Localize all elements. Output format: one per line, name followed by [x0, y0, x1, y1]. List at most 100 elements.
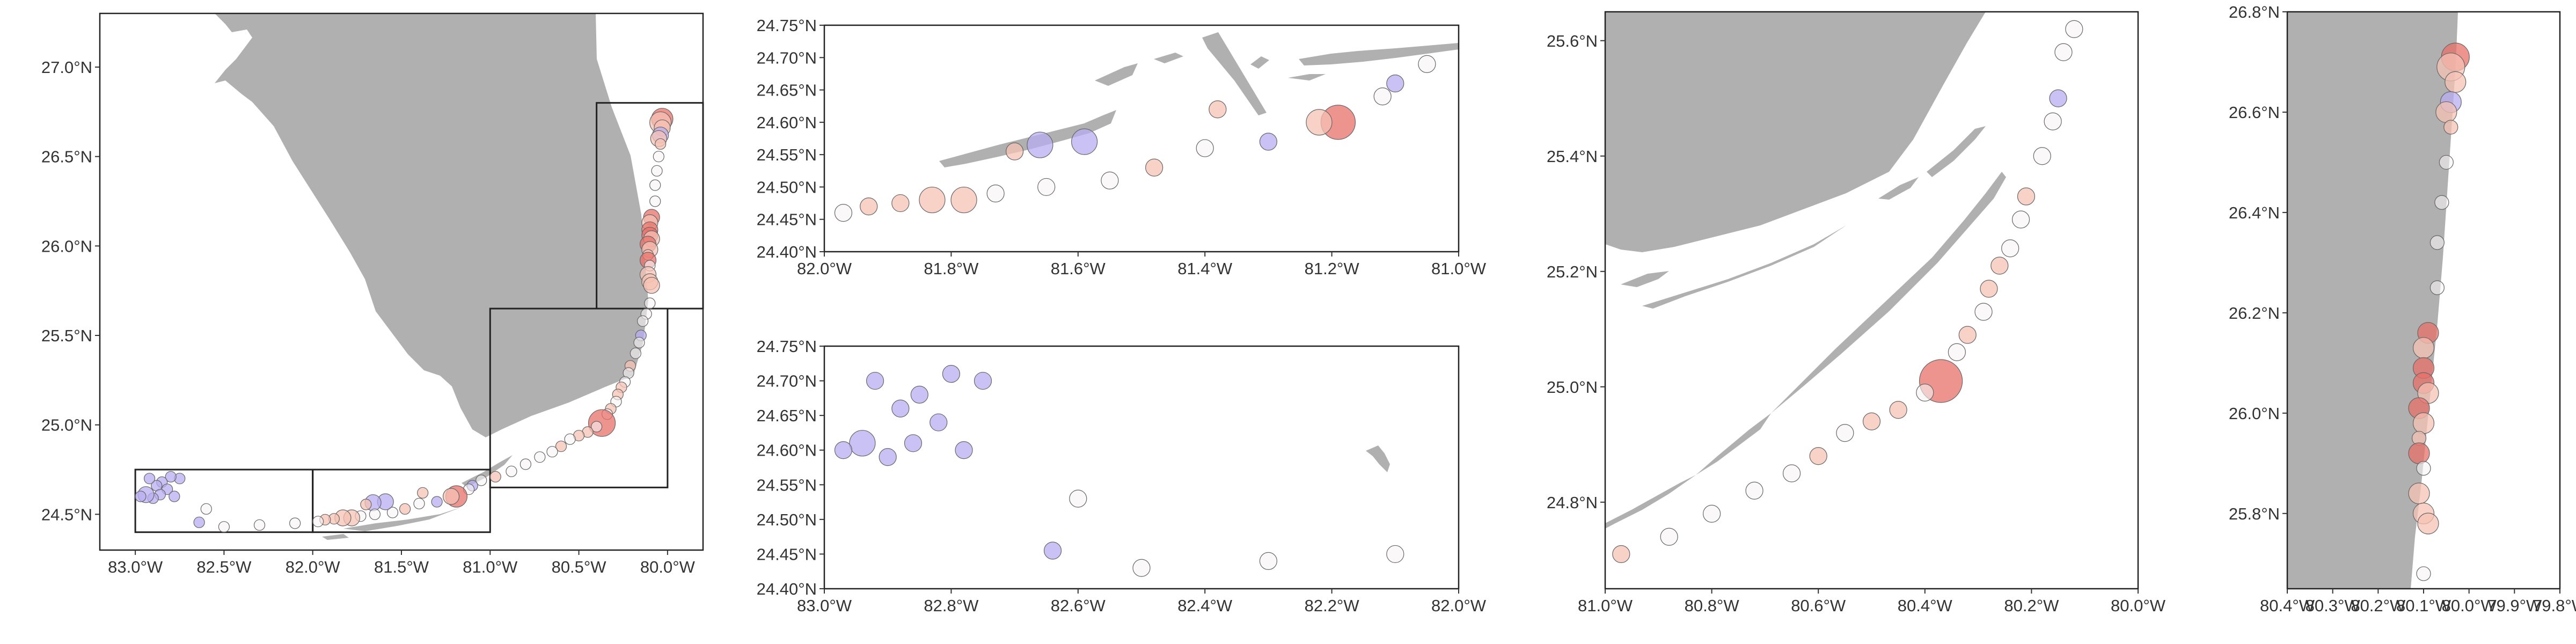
lower-keys-frame	[823, 24, 1460, 253]
site-point	[2033, 147, 2051, 165]
site-point	[986, 184, 1005, 203]
southeast-florida-panel: 80.4°W80.3°W80.2°W80.1°W80.0°W79.9°W79.8…	[2229, 3, 2576, 615]
site-point	[2049, 89, 2067, 107]
site-point	[442, 488, 460, 505]
site-point	[651, 165, 663, 177]
site-point	[1958, 326, 1977, 344]
dry-tortugas-frame	[823, 345, 1460, 590]
y-tick-label: 24.55°N	[757, 475, 817, 494]
x-tick-label: 80.6°W	[1791, 596, 1846, 615]
site-point	[1209, 100, 1227, 119]
y-tick-label: 24.5°N	[41, 505, 92, 524]
dry-tortugas-sites	[834, 365, 1404, 577]
y-tick-label: 25.5°N	[41, 326, 92, 345]
site-point	[866, 371, 884, 390]
y-tick-label: 26.6°N	[2229, 103, 2280, 122]
x-tick-label: 81.8°W	[924, 259, 979, 278]
y-tick-label: 24.75°N	[757, 337, 817, 356]
x-tick-label: 82.8°W	[924, 596, 979, 615]
site-point	[312, 516, 324, 528]
site-point	[1990, 257, 2009, 275]
site-point	[1306, 109, 1333, 136]
site-point	[1259, 133, 1277, 151]
site-point	[2065, 20, 2083, 38]
site-point	[974, 371, 992, 390]
x-tick-label: 83.0°W	[108, 558, 163, 576]
x-tick-label: 79.8°W	[2533, 596, 2576, 615]
site-point	[253, 519, 266, 531]
site-point	[644, 297, 656, 309]
site-point	[1703, 504, 1721, 523]
site-point	[1782, 464, 1801, 482]
site-point	[653, 151, 664, 163]
site-point	[413, 497, 425, 509]
site-point	[930, 413, 948, 431]
site-point	[2416, 566, 2431, 581]
x-tick-label: 82.6°W	[1051, 596, 1106, 615]
x-tick-label: 81.0°W	[463, 558, 518, 576]
site-point	[1948, 343, 1966, 361]
y-tick-label: 26.0°N	[2229, 404, 2280, 423]
site-point	[289, 517, 301, 529]
site-point	[165, 471, 177, 482]
site-point	[1916, 383, 1934, 402]
site-point	[919, 186, 946, 214]
x-tick-label: 80.0°W	[2111, 596, 2166, 615]
y-tick-label: 24.45°N	[757, 210, 817, 229]
overview-panel: 83.0°W 82.5°W 82.0°W 81.5°W 81.0°W 80.5°W 80.0…	[41, 12, 704, 576]
site-point	[386, 507, 399, 518]
site-point	[1386, 545, 1404, 564]
site-point	[910, 385, 928, 404]
y-tick-label: 27.0°N	[41, 58, 92, 77]
y-tick-label: 24.40°N	[757, 580, 817, 598]
x-tick-label: 81.2°W	[1305, 259, 1360, 278]
x-tick-label: 81.0°W	[1578, 596, 1633, 615]
y-tick-label: 25.8°N	[2229, 504, 2280, 523]
y-tick-label: 25.4°N	[1547, 147, 1598, 166]
y-tick-label: 25.6°N	[1547, 32, 1598, 50]
upper-keys-panel: 81.0°W 80.8°W 80.6°W 80.4°W 80.2°W 80.0°W 24.8…	[1547, 11, 2166, 615]
site-point	[655, 138, 667, 150]
site-point	[143, 473, 156, 485]
site-point	[546, 446, 558, 458]
site-point	[1809, 447, 1827, 465]
x-tick-label: 81.0°W	[1431, 259, 1487, 278]
site-point	[649, 195, 661, 207]
site-point	[1612, 545, 1630, 564]
y-tick-label: 25.0°N	[1547, 378, 1598, 397]
x-tick-label: 82.0°W	[1431, 596, 1487, 615]
site-point	[1043, 541, 1062, 560]
site-point	[193, 516, 205, 528]
site-point	[643, 277, 660, 294]
x-tick-label: 80.4°W	[2260, 596, 2315, 615]
site-point	[135, 491, 147, 502]
site-point	[2445, 71, 2467, 93]
site-point	[955, 441, 973, 459]
site-point	[2412, 337, 2435, 359]
site-point	[2439, 155, 2454, 170]
upper-keys-frame	[1604, 11, 2139, 590]
lower-keys-axes: 82.0°W 81.8°W 81.6°W 81.4°W 81.2°W 81.0°W 24.4…	[757, 16, 1487, 278]
y-tick-label: 24.55°N	[757, 145, 817, 164]
site-point	[891, 399, 910, 418]
site-point	[1145, 158, 1163, 177]
site-point	[2416, 461, 2431, 476]
site-point	[2054, 43, 2073, 61]
site-point	[369, 508, 381, 520]
site-point	[200, 503, 212, 515]
site-point	[2429, 280, 2445, 295]
site-point	[633, 336, 645, 348]
site-point	[1862, 412, 1881, 430]
site-point	[891, 194, 910, 213]
y-tick-label: 26.4°N	[2229, 203, 2280, 222]
site-point	[1836, 424, 1854, 442]
site-point	[1974, 303, 1993, 321]
site-point	[834, 204, 853, 222]
site-point	[1037, 178, 1056, 196]
southeast-florida-axes: 80.4°W80.3°W80.2°W80.1°W80.0°W79.9°W79.8…	[2229, 3, 2576, 615]
site-point	[1005, 142, 1024, 160]
site-point	[1418, 55, 1436, 73]
x-tick-label: 79.9°W	[2487, 596, 2542, 615]
y-tick-label: 24.65°N	[757, 406, 817, 425]
